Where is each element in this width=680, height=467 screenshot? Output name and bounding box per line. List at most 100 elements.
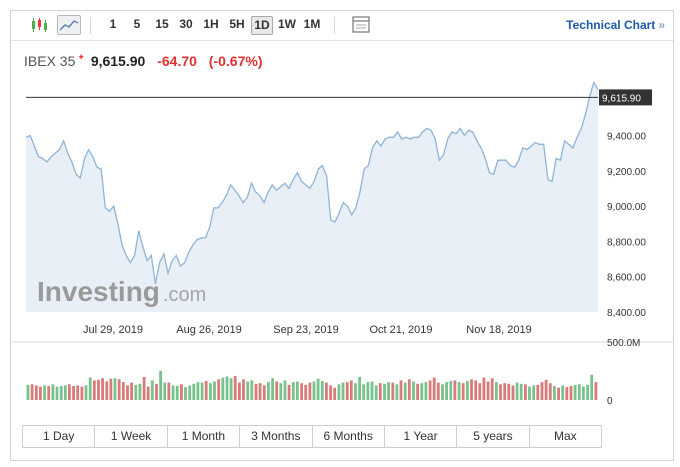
volume-bar (204, 381, 208, 400)
volume-bar (557, 387, 560, 400)
range-5-years[interactable]: 5 years (457, 426, 530, 447)
volume-bar (84, 385, 88, 400)
volume-bar (109, 378, 113, 400)
volume-bar (39, 386, 42, 400)
volume-bar (586, 384, 589, 400)
volume-bar (399, 380, 403, 400)
volume-bar (229, 378, 233, 400)
volume-bar (387, 382, 390, 400)
volume-bar (561, 385, 565, 400)
volume-bar (391, 382, 395, 400)
volume-bar (553, 386, 556, 400)
volume-bar (146, 386, 150, 400)
last-price: 9,615.90 (90, 53, 146, 69)
volume-bar (262, 385, 266, 400)
x-tick-label: Sep 23, 2019 (273, 324, 338, 336)
volume-bar (130, 382, 133, 400)
volume-bar (441, 384, 444, 400)
volume-bar (329, 385, 332, 400)
volume-bar (192, 383, 196, 400)
volume-bar (590, 374, 594, 400)
volume-bar (499, 384, 502, 400)
volume-bar (333, 387, 337, 400)
watermark-brand: Investing (37, 276, 160, 307)
volume-bar (47, 386, 51, 400)
range-6-months[interactable]: 6 Months (313, 426, 385, 447)
volume-bar (507, 383, 511, 400)
timeframe-1[interactable]: 1 (109, 17, 117, 31)
watermark-suffix: .com (163, 284, 206, 306)
volume-bar (453, 380, 457, 400)
toolbar-separator (90, 17, 91, 34)
volume-bar (503, 383, 507, 400)
timeframe-30[interactable]: 30 (179, 17, 193, 31)
volume-bar (233, 375, 237, 400)
price-chart[interactable]: Investing .com 9,615.909,400.009,200.009… (11, 11, 673, 421)
volume-bar (325, 382, 328, 400)
volume-bar (68, 384, 71, 400)
volume-bar (258, 383, 262, 400)
volume-bar (449, 381, 453, 400)
volume-axis-max: 500.0M (607, 338, 640, 349)
volume-bar (246, 381, 250, 400)
volume-bar (345, 382, 349, 400)
panel-toggle-icon[interactable] (349, 15, 373, 35)
volume-bar (43, 385, 46, 400)
volume-bar (117, 379, 121, 400)
volume-bar (175, 386, 179, 400)
candlestick-icon[interactable] (27, 15, 51, 35)
volume-bar (354, 383, 357, 400)
volume-bar (569, 386, 573, 400)
chart-toolbar: 1 5 15 30 1H 5H 1D 1W 1M Technical Chart… (11, 11, 673, 41)
volume-bar (221, 377, 225, 400)
price-area (26, 82, 598, 312)
volume-bar (544, 379, 548, 400)
timeframe-5h[interactable]: 5H (229, 17, 245, 31)
technical-chart-label: Technical Chart (566, 18, 656, 32)
y-tick-label: 8,800.00 (607, 237, 646, 248)
volume-bar (279, 383, 283, 400)
volume-bar (34, 385, 38, 400)
volume-bar (573, 384, 577, 400)
volume-bar (495, 382, 498, 400)
volume-bar (254, 383, 258, 400)
volume-bar (424, 382, 428, 400)
range-1-week[interactable]: 1 Week (95, 426, 168, 447)
volume-bar (445, 382, 448, 400)
volume-bar (420, 383, 424, 400)
volume-bar (101, 378, 104, 400)
price-plot (25, 81, 599, 312)
volume-bar (213, 381, 216, 400)
volume-bar (428, 380, 432, 400)
timeframe-5[interactable]: 5 (133, 17, 141, 31)
technical-chart-link[interactable]: Technical Chart» (566, 18, 665, 32)
timeframe-1w[interactable]: 1W (278, 17, 296, 31)
volume-bar (171, 385, 175, 400)
range-1-day[interactable]: 1 Day (23, 426, 96, 447)
range-max[interactable]: Max (553, 429, 577, 443)
y-tick-label: 8,600.00 (607, 273, 646, 284)
volume-bar (30, 384, 34, 400)
range-1-month[interactable]: 1 Month (168, 426, 241, 447)
area-chart-icon[interactable] (57, 15, 81, 35)
volume-bar (370, 381, 374, 400)
volume-bar (97, 379, 100, 400)
volume-bar (126, 385, 129, 400)
volume-bar (167, 382, 171, 400)
timeframe-1d[interactable]: 1D (251, 16, 273, 35)
timeframe-15[interactable]: 15 (155, 17, 169, 31)
volume-plot (26, 370, 598, 400)
volume-bar (59, 386, 63, 400)
range-3-months[interactable]: 3 Months (240, 426, 313, 447)
volume-bar (362, 384, 366, 400)
volume-bar (540, 382, 544, 400)
volume-bar (532, 385, 536, 400)
volume-bar (528, 386, 531, 400)
timeframe-1m[interactable]: 1M (303, 17, 321, 31)
timeframe-1h[interactable]: 1H (203, 17, 219, 31)
volume-bar (155, 383, 158, 400)
volume-bar (134, 384, 138, 400)
range-1-year[interactable]: 1 Year (385, 426, 458, 447)
volume-bar (142, 377, 146, 400)
volume-bar (200, 382, 204, 400)
